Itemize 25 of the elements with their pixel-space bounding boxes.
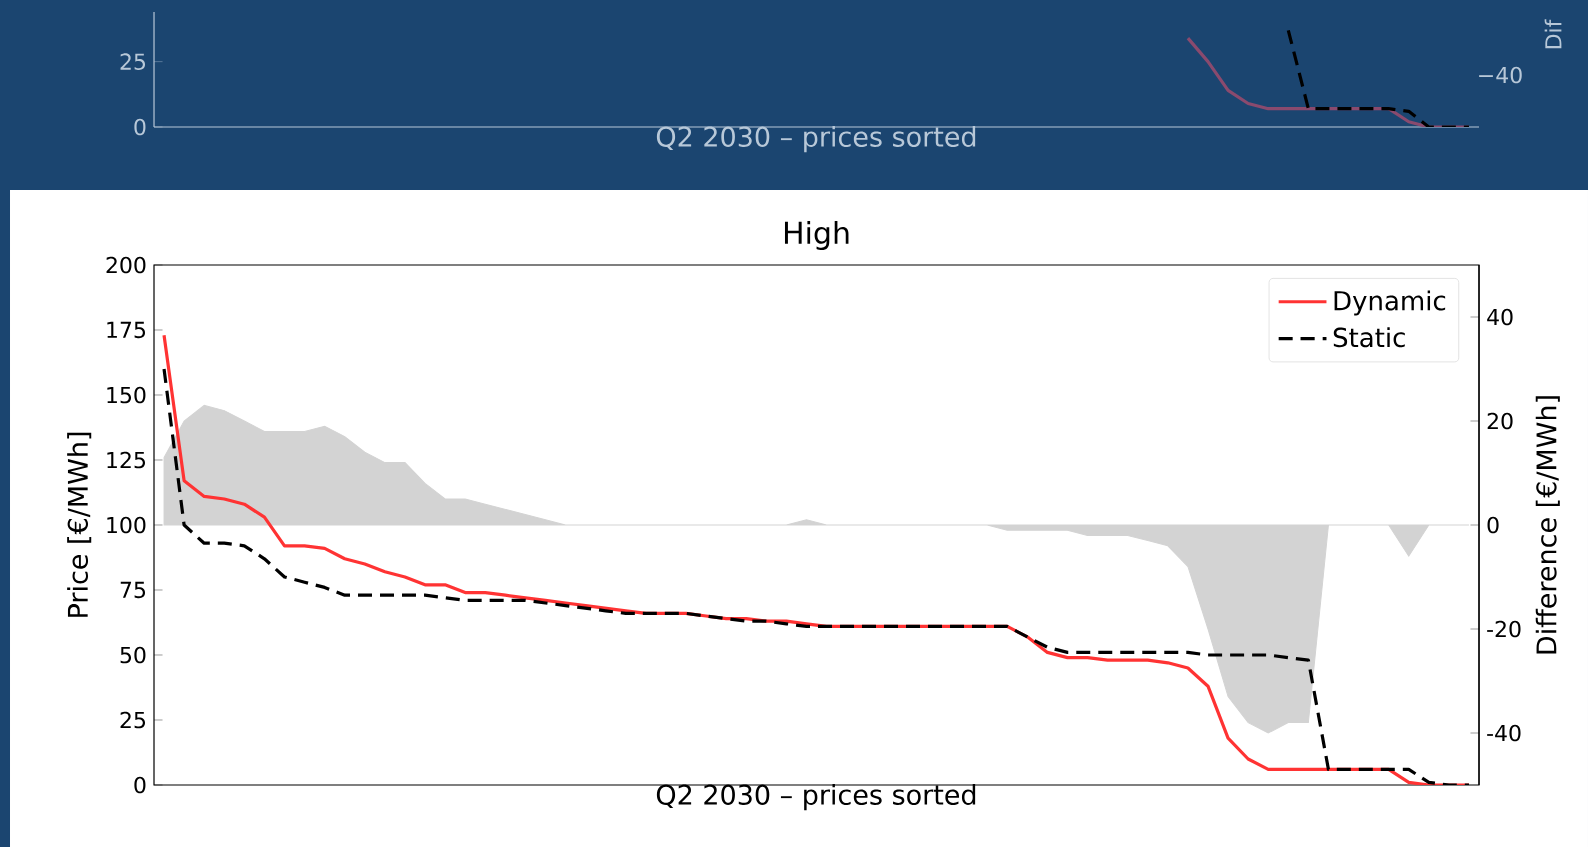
y-tick-label: 100 [107,516,146,534]
y-tick-label: 25 [120,53,146,70]
y2-tick-label: -40 [1487,724,1521,742]
y-axis-title: Price [€/MWh] [67,432,92,617]
y-tick-label: 50 [120,646,146,664]
y2-axis-title: Difference [€/MWh] [1535,396,1560,654]
y-tick-label: 0 [134,118,146,136]
y2-tick-label: -20 [1487,620,1521,638]
y-tick-label: 25 [120,711,146,729]
y-tick-label: 125 [107,451,146,469]
y2-tick-label: 0 [1487,516,1499,534]
legend-label: Static [1333,327,1405,348]
legend-label: Dynamic [1334,290,1446,316]
y-tick-label: 175 [107,321,146,339]
y-tick-label: 0 [134,776,146,794]
x-axis-title: Q2 2030 – prices sorted [656,784,976,811]
x-axis-title: Q2 2030 – prices sorted [656,126,976,153]
y2-tick-label: 40 [1487,308,1513,326]
text: Dif [1544,19,1562,49]
y2-tick-label: 20 [1487,412,1513,430]
chart-title: High [784,220,849,250]
text: −40 [1479,66,1522,84]
y-tick-label: 150 [107,386,146,404]
y-tick-label: 200 [106,256,146,274]
y-tick-label: 75 [120,581,146,599]
